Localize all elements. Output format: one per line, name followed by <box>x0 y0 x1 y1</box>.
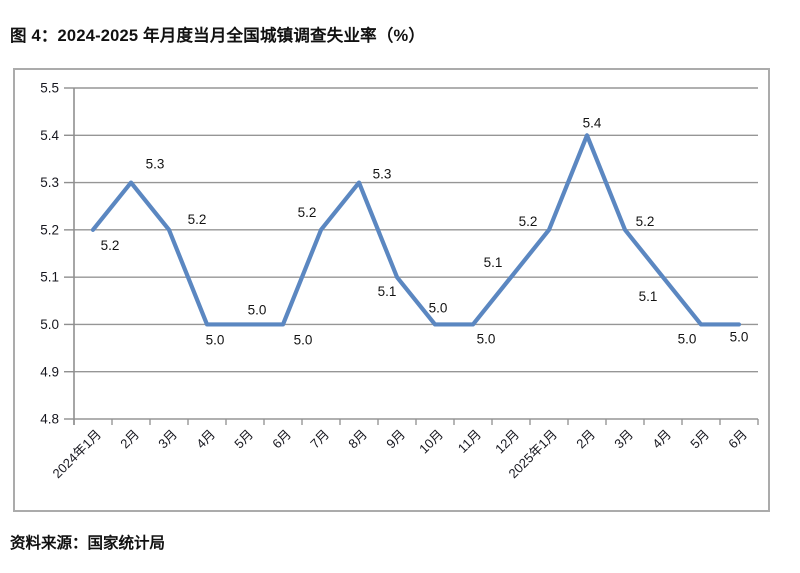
y-tick-label: 5.3 <box>40 175 59 190</box>
data-label: 5.2 <box>519 214 538 229</box>
y-tick-label: 4.9 <box>40 364 59 379</box>
y-tick-label: 5.4 <box>40 128 59 143</box>
data-label: 5.0 <box>206 332 225 347</box>
x-axis-label: 3月 <box>611 427 636 452</box>
x-axis-label: 12月 <box>492 427 522 457</box>
y-tick-label: 5.0 <box>40 317 59 332</box>
data-label: 5.0 <box>730 329 749 344</box>
x-axis-label: 7月 <box>307 427 332 452</box>
data-label: 5.1 <box>378 284 397 299</box>
data-label: 5.0 <box>429 300 448 315</box>
series-line <box>90 133 742 327</box>
x-axis-label: 2月 <box>573 427 598 452</box>
data-label: 5.2 <box>188 212 207 227</box>
x-axis-label: 9月 <box>383 427 408 452</box>
chart-area: 5.5 5.4 5.3 5.2 5.1 5.0 4.9 4.8 2024年1月 2月 3月 4月 5月 6… <box>13 68 770 512</box>
y-tick-label: 5.5 <box>40 81 59 96</box>
data-label: 5.1 <box>484 255 503 270</box>
data-label: 5.2 <box>101 238 120 253</box>
x-axis-label: 4月 <box>649 427 674 452</box>
data-label: 5.4 <box>583 115 602 130</box>
x-axis-label: 8月 <box>345 427 370 452</box>
x-axis-label: 5月 <box>231 427 256 452</box>
x-axis-label: 6月 <box>725 427 750 452</box>
x-axis-label: 5月 <box>687 427 712 452</box>
x-axis-label: 2月 <box>117 427 142 452</box>
data-label: 5.0 <box>294 332 313 347</box>
x-axis-label: 10月 <box>416 427 446 457</box>
data-label: 5.2 <box>298 205 317 220</box>
x-axis-label: 4月 <box>193 427 218 452</box>
data-label: 5.0 <box>477 331 496 346</box>
y-tick-label: 5.1 <box>40 270 59 285</box>
data-label: 5.3 <box>373 167 392 182</box>
data-label: 5.2 <box>636 214 655 229</box>
data-label: 5.1 <box>639 289 658 304</box>
data-label: 5.3 <box>146 157 165 172</box>
x-axis-label: 6月 <box>269 427 294 452</box>
x-axis-label: 3月 <box>155 427 180 452</box>
x-axis-label: 2024年1月 <box>50 427 105 482</box>
y-tick-label: 4.8 <box>40 412 59 427</box>
y-tick-label: 5.2 <box>40 222 59 237</box>
data-label: 5.0 <box>678 331 697 346</box>
figure-title: 图 4：2024-2025 年月度当月全国城镇调查失业率（%） <box>10 27 426 45</box>
x-axis-label: 11月 <box>455 427 484 456</box>
source-note: 资料来源：国家统计局 <box>10 535 166 552</box>
data-label: 5.0 <box>248 302 267 317</box>
